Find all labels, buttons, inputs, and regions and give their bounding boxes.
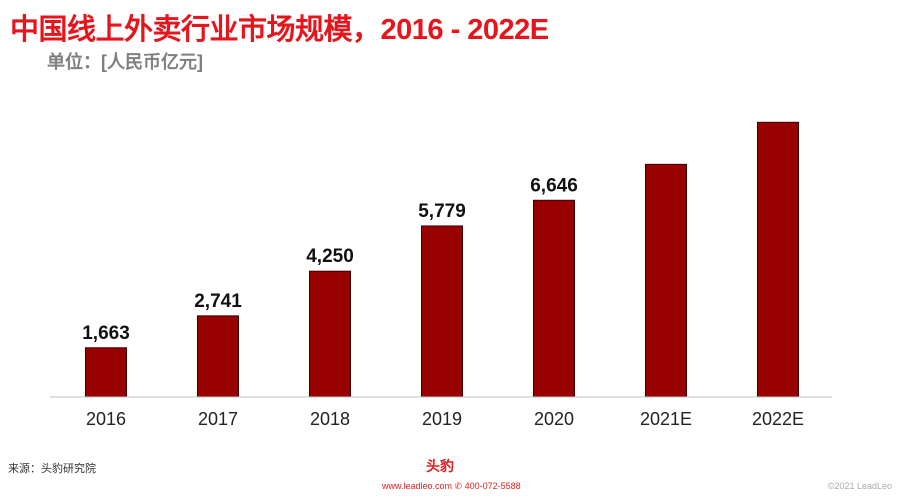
- x-tick-2022E: 2022E: [752, 409, 804, 429]
- bar-2020: [533, 199, 575, 398]
- bar-2022E: [757, 121, 799, 398]
- phone-number: 400-072-5588: [464, 481, 521, 491]
- copyright: ©2021 LeadLeo: [827, 481, 892, 491]
- data-label-2018: 4,250: [306, 246, 354, 267]
- data-label-2017: 2,741: [194, 291, 242, 312]
- x-tick-2017: 2017: [198, 409, 238, 429]
- bar-chart: 1,663 2016 2,741 2017 4,250 2018 5,779 2019 6,64…: [50, 121, 832, 429]
- website-link[interactable]: www.leadleo.com: [382, 481, 453, 491]
- phone-icon: ✆: [454, 481, 463, 491]
- bar-2019: [421, 225, 463, 398]
- unit-label: 单位：[人民币亿元]: [47, 52, 203, 72]
- contact-info: www.leadleo.com ✆ 400-072-5588: [382, 481, 521, 492]
- x-tick-2018: 2018: [310, 409, 350, 429]
- x-tick-2021E: 2021E: [640, 409, 692, 429]
- bar-2017: [197, 315, 239, 398]
- data-label-2020: 6,646: [530, 175, 578, 196]
- x-tick-2020: 2020: [534, 409, 574, 429]
- bar-2021E: [645, 163, 687, 398]
- page-title: 中国线上外卖行业市场规模，2016 - 2022E: [10, 14, 549, 46]
- bar-2018: [309, 270, 351, 398]
- data-label-2019: 5,779: [418, 201, 466, 222]
- source-note: 来源：头豹研究院: [8, 463, 96, 475]
- x-tick-2019: 2019: [422, 409, 462, 429]
- bar-2016: [85, 347, 127, 398]
- leadleo-logo: 头豹: [426, 458, 454, 474]
- x-tick-2016: 2016: [86, 409, 126, 429]
- data-label-2016: 1,663: [82, 323, 130, 344]
